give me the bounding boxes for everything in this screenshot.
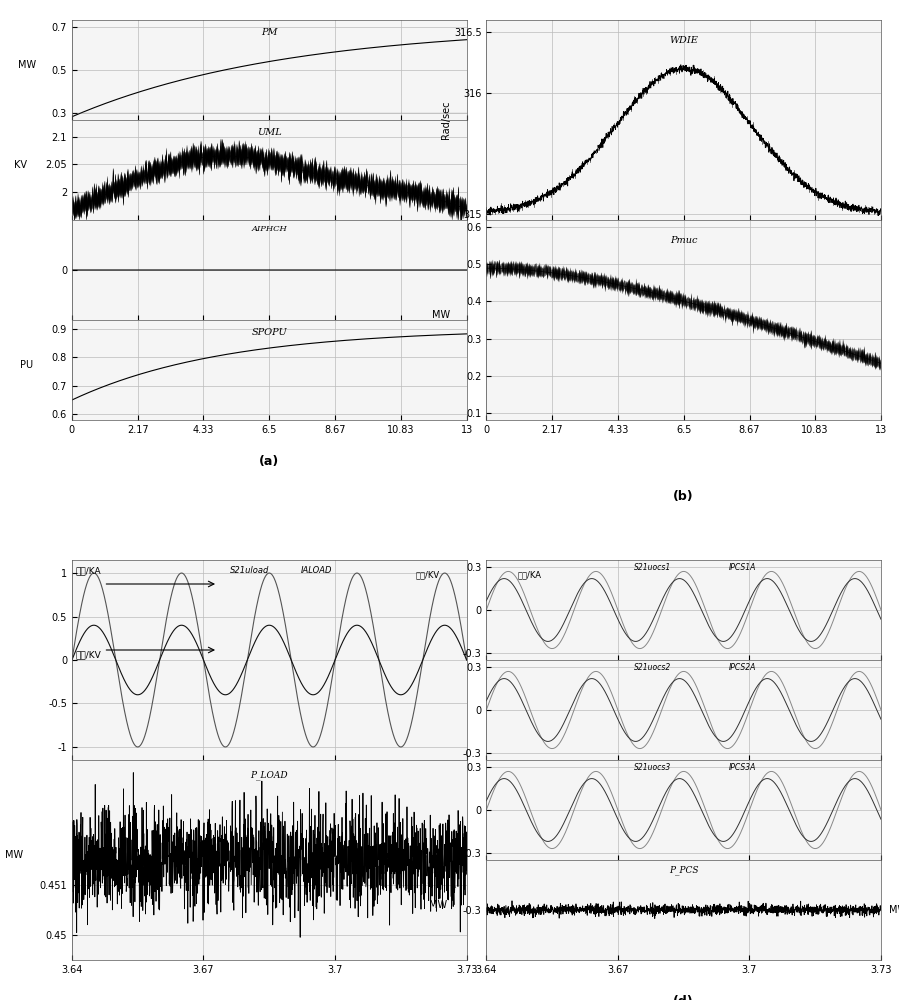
Y-axis label: KV: KV <box>13 160 27 170</box>
Text: S21uocs3: S21uocs3 <box>634 763 671 772</box>
Text: (a): (a) <box>259 455 280 468</box>
Text: (b): (b) <box>673 490 694 503</box>
Text: P_PCS: P_PCS <box>669 865 699 875</box>
Text: Pmuc: Pmuc <box>670 236 698 245</box>
Text: 电压/KV: 电压/KV <box>415 570 440 579</box>
Text: 电流/KA: 电流/KA <box>518 570 542 579</box>
Text: (d): (d) <box>673 995 694 1000</box>
Text: IALOAD: IALOAD <box>301 566 333 575</box>
Text: P_LOAD: P_LOAD <box>251 770 288 780</box>
Text: S21uload: S21uload <box>230 566 269 575</box>
Y-axis label: Rad/sec: Rad/sec <box>441 101 451 139</box>
Y-axis label: MW: MW <box>18 60 36 70</box>
Text: IPCS2A: IPCS2A <box>729 663 757 672</box>
Text: SPOPU: SPOPU <box>252 328 287 337</box>
Text: WDIE: WDIE <box>669 36 699 45</box>
Text: MW: MW <box>889 905 899 915</box>
Text: IPCS1A: IPCS1A <box>729 563 757 572</box>
Y-axis label: MW: MW <box>432 310 450 320</box>
Text: AIPHCH: AIPHCH <box>252 225 287 233</box>
Text: S21uocs1: S21uocs1 <box>634 563 671 572</box>
Text: IPCS3A: IPCS3A <box>729 763 757 772</box>
Text: PM: PM <box>261 28 278 37</box>
Text: S21uocs2: S21uocs2 <box>634 663 671 672</box>
Y-axis label: PU: PU <box>20 360 33 370</box>
Y-axis label: MW: MW <box>429 900 447 910</box>
Text: 电流/KA: 电流/KA <box>76 566 102 575</box>
Y-axis label: MW: MW <box>5 850 23 860</box>
Text: UML: UML <box>257 128 281 137</box>
Text: 电压/KV: 电压/KV <box>76 650 102 659</box>
